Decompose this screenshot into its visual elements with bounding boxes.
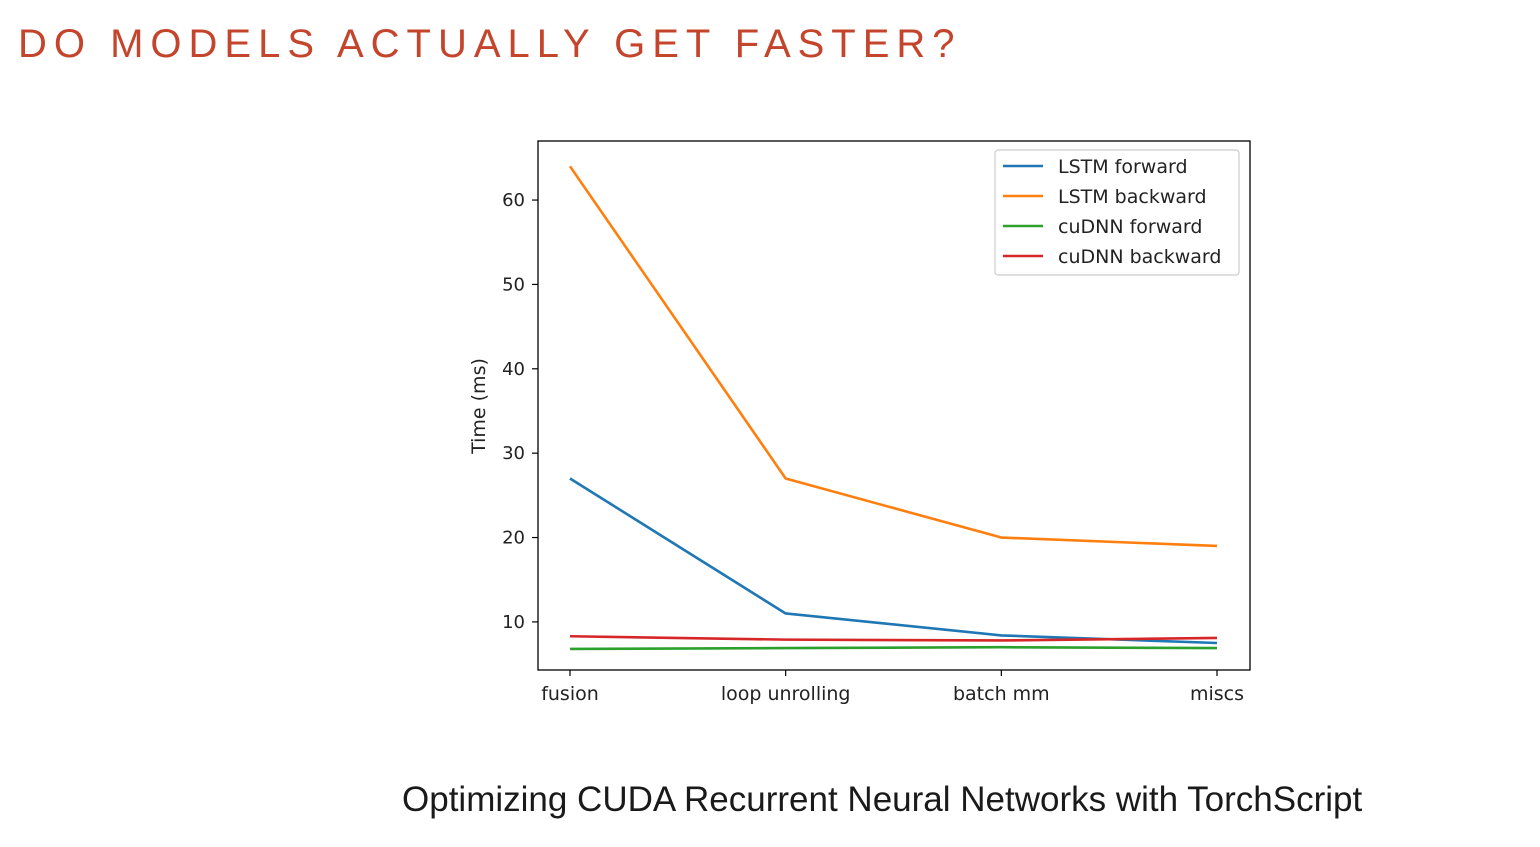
slide-caption: Optimizing CUDA Recurrent Neural Network… (402, 780, 1363, 819)
series-line-cudnn-backward (569, 634, 1218, 642)
series-layer (568, 165, 1218, 651)
series-line-cudnn-forward (569, 645, 1218, 651)
legend: LSTM forward LSTM backward cuDNN forward cu… (994, 149, 1240, 276)
slide-title: DO MODELS ACTUALLY GET FASTER? (18, 22, 962, 66)
x-tick-label: miscs (1190, 683, 1244, 705)
series-line-lstm-backward (568, 165, 1218, 548)
y-tick-label: 30 (502, 443, 525, 464)
y-axis-label: Time (ms) (468, 358, 490, 455)
y-tick-label: 40 (502, 359, 525, 380)
x-tick-label: fusion (541, 683, 599, 705)
legend-box (994, 149, 1240, 276)
y-tick-label: 60 (502, 190, 525, 211)
legend-label: cuDNN backward (1058, 246, 1221, 268)
series-line-lstm-forward (569, 477, 1218, 645)
x-axis: fusion loop unrolling batch mm miscs (541, 670, 1244, 705)
y-tick-label: 20 (502, 528, 525, 549)
y-tick-label: 10 (502, 612, 525, 633)
y-tick-label: 50 (502, 274, 525, 295)
x-tick-label: batch mm (953, 683, 1050, 705)
legend-label: LSTM backward (1058, 186, 1207, 208)
x-tick-label: loop unrolling (721, 683, 851, 705)
plot-frame (537, 140, 1251, 671)
y-axis: 10 20 30 40 50 60 (502, 190, 538, 633)
legend-label: LSTM forward (1058, 156, 1188, 178)
legend-label: cuDNN forward (1058, 216, 1202, 238)
